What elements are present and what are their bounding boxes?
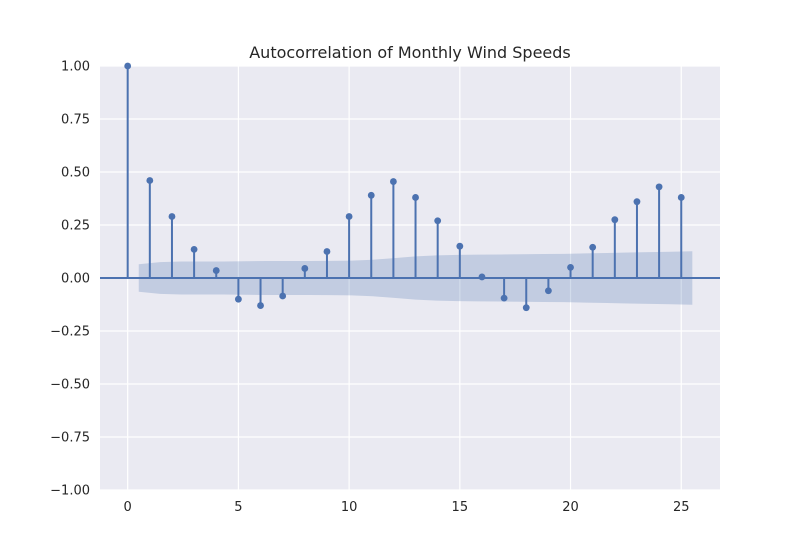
acf-point — [633, 198, 641, 206]
acf-point — [168, 213, 176, 220]
acf-point — [279, 292, 287, 300]
y-tick-label: −1.00 — [50, 484, 90, 499]
y-tick-label: −0.25 — [50, 325, 90, 340]
acf-point — [190, 245, 198, 253]
acf-point — [389, 178, 397, 185]
x-tick-label: 10 — [341, 500, 358, 515]
y-tick-label: 0.75 — [61, 113, 90, 128]
acf-point — [301, 265, 309, 272]
stems — [100, 62, 720, 312]
acf-point — [367, 191, 375, 199]
acf-point — [655, 183, 663, 191]
y-tick-label: −0.75 — [50, 431, 90, 446]
x-tick-label: 25 — [673, 500, 690, 515]
x-tick-label: 5 — [234, 500, 242, 515]
y-tick-label: 1.00 — [61, 60, 90, 75]
y-tick-label: −0.50 — [50, 378, 90, 393]
x-tick-label: 0 — [124, 500, 132, 515]
acf-point — [212, 267, 220, 274]
acf-point — [544, 287, 552, 295]
acf-point — [677, 194, 685, 201]
y-tick-label: 0.00 — [61, 272, 90, 287]
acf-point — [522, 304, 530, 312]
acf-point — [611, 216, 619, 224]
x-axis-ticks: 0 5 10 15 20 25 — [124, 500, 690, 515]
acf-point — [478, 273, 486, 281]
chart-title: Autocorrelation of Monthly Wind Speeds — [249, 43, 571, 62]
x-tick-label: 20 — [562, 500, 579, 515]
acf-point — [257, 302, 264, 309]
acf-point — [500, 294, 508, 302]
y-axis-ticks: −1.00 −0.75 −0.50 −0.25 0.00 0.25 0.50 0.75 1.00 — [50, 60, 90, 499]
acf-point — [456, 242, 464, 250]
acf-point — [589, 243, 597, 251]
acf-point — [146, 177, 154, 184]
y-tick-label: 0.25 — [61, 219, 90, 234]
x-tick-label: 15 — [452, 500, 469, 515]
acf-point — [434, 217, 442, 225]
acf-point — [345, 213, 353, 220]
acf-point — [412, 194, 419, 201]
acf-point — [234, 295, 242, 303]
acf-point — [323, 248, 331, 255]
y-tick-label: 0.50 — [61, 166, 90, 181]
acf-point — [124, 62, 132, 70]
acf-point — [567, 264, 574, 271]
